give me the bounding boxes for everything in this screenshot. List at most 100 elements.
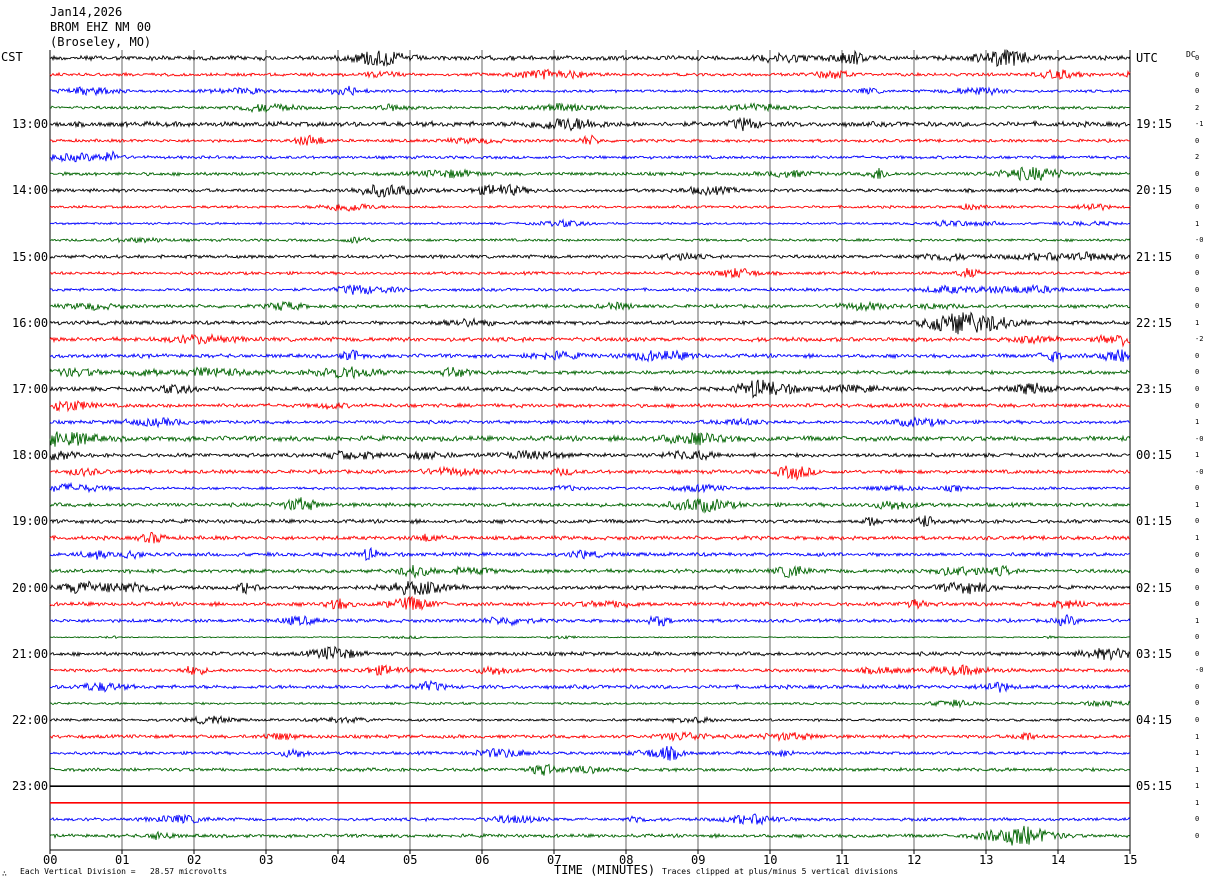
x-tick-label: 02 <box>187 853 202 867</box>
x-tick-label: 07 <box>547 853 562 867</box>
utc-hour-label: 02:15 <box>1136 580 1173 595</box>
utc-hour-label: 03:15 <box>1136 646 1173 661</box>
cst-hour-label: 20:00 <box>12 580 49 595</box>
trace-group <box>49 49 1131 846</box>
dc-offset-label: 0 <box>1195 351 1200 360</box>
dc-offset-label: 1 <box>1195 451 1200 460</box>
dc-offset-label: 0 <box>1195 517 1200 526</box>
x-tick-label: 09 <box>691 853 706 867</box>
x-axis-ticks <box>49 849 1131 854</box>
dc-offset-label: 0 <box>1195 252 1200 261</box>
dc-offset-label: 1 <box>1195 782 1200 791</box>
seismic-trace <box>49 283 1131 295</box>
x-tick-label: 05 <box>403 853 418 867</box>
seismic-trace <box>49 49 1131 67</box>
seismic-trace <box>49 400 1131 413</box>
x-tick-label: 08 <box>619 853 634 867</box>
seismic-trace <box>49 515 1131 527</box>
dc-offset-label: 0 <box>1195 600 1200 609</box>
x-tick-label: 13 <box>979 853 994 867</box>
seismic-trace <box>49 311 1131 335</box>
dc-offset-label: 0 <box>1195 649 1200 658</box>
dc-label: DC <box>1186 50 1196 59</box>
dc-offset-label: 0 <box>1195 169 1200 178</box>
seismic-trace <box>49 481 1131 494</box>
utc-hour-label: 22:15 <box>1136 315 1173 330</box>
dc-offset-label: 0 <box>1195 583 1200 592</box>
dc-offset-label: -0 <box>1195 467 1204 476</box>
dc-offset-label: 1 <box>1195 616 1200 625</box>
dc-offset-label: 0 <box>1195 550 1200 559</box>
x-tick-label: 01 <box>115 853 130 867</box>
dc-offset-label: 0 <box>1195 302 1200 311</box>
utc-hour-label: 00:15 <box>1136 448 1173 463</box>
seismic-trace <box>49 679 1131 693</box>
dc-offset-label: 0 <box>1195 186 1200 195</box>
seismic-trace <box>49 102 1131 114</box>
dc-offset-label: 0 <box>1195 269 1200 278</box>
seismic-trace <box>49 332 1131 348</box>
footer-mark: ∴ <box>2 869 7 878</box>
dc-offset-label: 0 <box>1195 87 1200 96</box>
seismic-trace <box>49 664 1131 677</box>
dc-offset-label: 0 <box>1195 54 1200 62</box>
seismic-trace <box>49 449 1130 462</box>
x-tick-label: 12 <box>907 853 922 867</box>
station-label: BROM EHZ NM 00 <box>50 20 152 34</box>
dc-offset-label: 1 <box>1195 765 1200 774</box>
seismic-trace <box>49 813 1131 826</box>
seismic-trace <box>49 531 1131 544</box>
dc-offset-label: 0 <box>1195 567 1200 576</box>
dc-offset-label: 1 <box>1195 219 1200 228</box>
seismic-trace <box>49 699 1131 709</box>
utc-hour-label: 05:15 <box>1136 779 1173 794</box>
seismic-trace <box>49 431 1131 447</box>
dc-offset-label: 1 <box>1195 732 1200 741</box>
cst-hour-label: 17:00 <box>12 382 49 396</box>
seismic-trace <box>49 379 1131 399</box>
utc-hour-label: 04:15 <box>1136 713 1173 727</box>
cst-hour-label: 14:00 <box>12 183 49 198</box>
seismic-trace <box>49 564 1131 579</box>
dc-offset-label: 0 <box>1195 202 1200 211</box>
dc-offset-label: 1 <box>1195 798 1200 807</box>
dc-offset-label: -2 <box>1195 335 1204 344</box>
dc-offset-label: 0 <box>1195 484 1200 493</box>
seismic-trace <box>49 745 1131 761</box>
x-tick-label: 04 <box>331 853 346 867</box>
seismic-trace <box>49 715 1131 725</box>
utc-hour-label: 21:15 <box>1136 249 1173 264</box>
seismic-trace <box>49 580 1131 596</box>
cst-hour-label: 22:00 <box>12 713 49 727</box>
cst-hour-label: 15:00 <box>12 249 49 264</box>
utc-hour-label: 20:15 <box>1136 183 1173 198</box>
seismic-trace <box>49 116 1131 132</box>
date-label: Jan14,2026 <box>50 5 123 19</box>
seismic-trace <box>49 68 1131 80</box>
dc-offset-label: 1 <box>1195 749 1200 758</box>
dc-offset-label: 1 <box>1195 318 1200 327</box>
seismic-trace <box>49 268 1131 279</box>
dc-offset-label: -0 <box>1195 666 1204 675</box>
cst-hour-label: 18:00 <box>12 448 49 463</box>
cst-hour-label: 21:00 <box>12 646 49 661</box>
seismic-trace <box>49 202 1131 212</box>
x-tick-label: 14 <box>1051 853 1066 867</box>
left-timezone-label: CST <box>1 50 23 64</box>
dc-offset-label: 0 <box>1195 699 1200 708</box>
dc-offset-label: 0 <box>1195 682 1200 691</box>
seismic-trace <box>49 218 1131 228</box>
x-tick-label: 06 <box>475 853 490 867</box>
dc-offset-label: -0 <box>1195 434 1204 443</box>
clip-note: Traces clipped at plus/minus 5 vertical … <box>662 867 899 876</box>
seismic-trace <box>49 497 1131 514</box>
dc-offset-label: 0 <box>1195 368 1200 377</box>
seismic-trace <box>49 634 1131 640</box>
location-label: (Broseley, MO) <box>50 35 152 49</box>
dc-offset-label: 0 <box>1195 70 1200 79</box>
seismic-trace <box>49 134 1131 146</box>
seismic-trace <box>49 366 1131 380</box>
cst-hour-label: 23:00 <box>12 779 49 794</box>
seismic-trace <box>49 613 1131 627</box>
